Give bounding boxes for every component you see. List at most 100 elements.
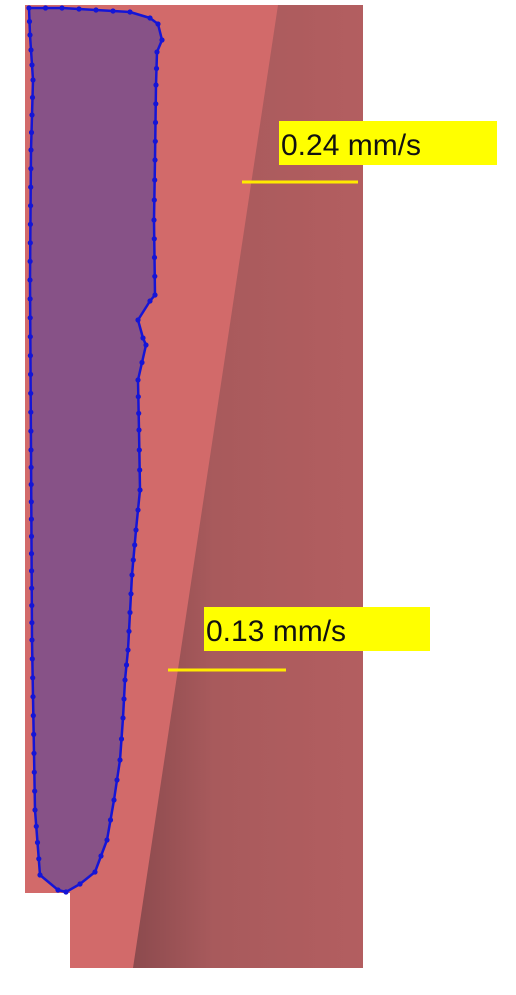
- outline-dot: [29, 112, 35, 118]
- lower-label-highlight: [204, 607, 430, 651]
- outline-dot: [28, 371, 34, 377]
- outline-dot: [28, 166, 34, 172]
- outline-dot: [26, 5, 32, 11]
- outline-dot: [110, 8, 116, 14]
- outline-dot: [151, 197, 157, 203]
- outline-dot: [140, 335, 146, 341]
- outline-dot: [104, 837, 110, 843]
- outline-dot: [27, 258, 33, 264]
- outline-dot: [28, 409, 34, 415]
- outline-dot: [63, 889, 69, 895]
- outline-dot: [125, 647, 131, 653]
- outline-dot: [27, 32, 33, 38]
- outline-dot: [30, 77, 36, 83]
- outline-dot: [27, 240, 33, 246]
- outline-dot: [29, 602, 35, 609]
- outline-dot: [28, 499, 34, 505]
- outline-dot: [123, 662, 130, 668]
- outline-dot: [28, 464, 34, 470]
- outline-dot: [76, 6, 82, 12]
- lower-label: 0.13 mm/s: [206, 615, 346, 648]
- outline-dot: [30, 713, 36, 719]
- outline-dot: [153, 65, 160, 72]
- outline-dot: [28, 447, 34, 453]
- outline-dot: [130, 557, 136, 563]
- outline-dot: [127, 609, 133, 616]
- outline-dot: [152, 177, 158, 183]
- outline-dot: [118, 736, 125, 742]
- outline-dot: [28, 516, 34, 522]
- outline-dot: [152, 292, 158, 298]
- outline-dot: [114, 777, 120, 783]
- outline-dot: [135, 394, 141, 400]
- outline-dot: [28, 129, 35, 136]
- outline-dot: [29, 62, 35, 68]
- outline-dot: [147, 298, 153, 304]
- outline-dot: [31, 769, 37, 775]
- outline-dot: [133, 527, 139, 533]
- outline-dot: [28, 551, 35, 557]
- outline-dot: [117, 757, 123, 763]
- outline-dot: [98, 853, 104, 859]
- outline-dot: [28, 533, 35, 540]
- outline-dot: [139, 359, 145, 366]
- outline-dot: [127, 9, 133, 15]
- upper-label: 0.24 mm/s: [281, 129, 421, 162]
- outline-dot: [30, 675, 36, 681]
- outline-dot: [135, 317, 141, 323]
- outline-dots: [26, 5, 165, 895]
- outline-dot: [152, 157, 158, 163]
- outline-dot: [152, 273, 158, 279]
- outline-dot: [153, 101, 159, 107]
- outline-dot: [28, 428, 34, 434]
- outline-dot: [152, 119, 159, 126]
- outline-dot: [128, 591, 134, 597]
- outline-dot: [31, 731, 37, 738]
- outline-dot: [29, 568, 35, 574]
- outline-dot: [29, 94, 36, 101]
- outline-dot: [32, 807, 38, 813]
- outline-dot: [77, 881, 83, 887]
- outline-dot: [27, 277, 33, 283]
- outline-dot: [32, 788, 38, 794]
- outline-dot: [37, 872, 43, 878]
- upper-label-highlight: [279, 121, 497, 165]
- outline-dot: [154, 49, 160, 55]
- outline-dot: [152, 138, 158, 144]
- outline-dot: [33, 823, 39, 829]
- outline-dot: [136, 447, 142, 453]
- outline-dot: [153, 82, 159, 88]
- outline-dot: [28, 184, 34, 190]
- outline-dot: [107, 817, 114, 823]
- outline-dot: [30, 694, 36, 700]
- outline-dot: [126, 628, 132, 634]
- outline-dot: [129, 572, 135, 578]
- outline-dot: [143, 342, 149, 348]
- outline-dot: [29, 637, 35, 643]
- outline-dot: [121, 696, 127, 702]
- outline-dot: [27, 296, 33, 302]
- outline-dot: [159, 37, 165, 43]
- outline-dot: [137, 467, 143, 473]
- outline-dot: [92, 869, 98, 875]
- outline-dot: [29, 585, 35, 591]
- outline-dot: [28, 481, 34, 488]
- outline-dot: [59, 5, 65, 11]
- outline-dot: [27, 315, 33, 321]
- outline-dot: [151, 217, 157, 223]
- outline-dot: [155, 21, 161, 27]
- outline-dot: [28, 203, 34, 209]
- upper-annotation: 0.24 mm/s: [242, 121, 497, 184]
- outline-dot: [151, 254, 158, 261]
- outline-dot: [28, 390, 34, 396]
- outline-dot: [93, 7, 99, 13]
- outline-dot: [34, 839, 41, 846]
- outline-dot: [27, 353, 33, 359]
- outline-dot: [111, 797, 117, 803]
- outline-dot: [42, 5, 49, 11]
- outline-dot: [36, 856, 42, 862]
- outline-dot: [29, 656, 35, 662]
- outline-dot: [147, 15, 153, 21]
- outline-dot: [27, 334, 33, 340]
